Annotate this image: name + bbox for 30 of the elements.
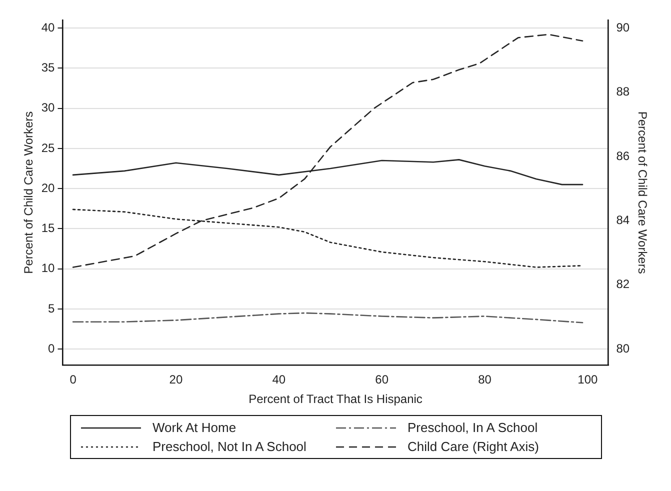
legend-label: Work At Home [152, 420, 236, 435]
y-tick-label: 5 [48, 301, 56, 316]
y-tick-label: 0 [48, 341, 56, 356]
line-series [72, 312, 584, 324]
line-series [72, 34, 584, 268]
y2-tick-label: 86 [616, 148, 630, 163]
x-tick-label: 100 [578, 372, 598, 387]
y-tick-label: 15 [41, 221, 56, 236]
y-tick-label: 30 [41, 100, 56, 115]
y2-tick-label: 82 [616, 277, 630, 292]
x-tick-label: 20 [169, 372, 183, 387]
y2-tick-label: 88 [616, 84, 630, 99]
y2-tick-label: 80 [616, 341, 630, 356]
y-axis-title: Percent of Child Care Workers [22, 111, 36, 274]
x-tick-label: 40 [272, 372, 286, 387]
y-tick-label: 10 [41, 261, 56, 276]
y-tick-label: 35 [41, 60, 56, 74]
legend-label: Child Care (Right Axis) [408, 439, 539, 454]
y-tick-label: 20 [41, 180, 56, 195]
y2-tick-label: 84 [616, 213, 630, 228]
y2-axis-title: Percent of Child Care Workers [635, 111, 650, 274]
x-tick-label: 80 [478, 372, 492, 387]
y-tick-label: 40 [41, 20, 56, 34]
legend-label: Preschool, In A School [408, 420, 538, 435]
y-tick-label: 25 [41, 140, 56, 155]
y2-tick-label: 90 [616, 20, 630, 34]
x-tick-label: 0 [70, 372, 77, 387]
x-axis-title: Percent of Tract That Is Hispanic [248, 392, 422, 406]
legend-label: Preschool, Not In A School [152, 439, 306, 454]
x-tick-label: 60 [375, 372, 389, 387]
